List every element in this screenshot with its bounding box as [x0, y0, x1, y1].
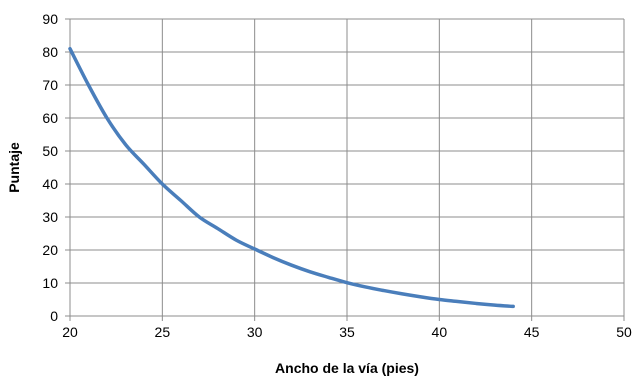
y-tick-label-90: 90 [42, 11, 58, 27]
grid [65, 18, 625, 321]
x-tick-label-25: 25 [155, 324, 171, 340]
series-line-0 [68, 46, 515, 309]
x-tick-label-20: 20 [62, 324, 78, 340]
series-layer [68, 46, 515, 309]
y-tick-label-60: 60 [42, 110, 58, 126]
y-tick-label-30: 30 [42, 209, 58, 225]
x-tick-label-35: 35 [339, 324, 355, 340]
y-tick-label-0: 0 [50, 308, 58, 324]
x-tick-label-30: 30 [247, 324, 263, 340]
x-tick-label-45: 45 [524, 324, 540, 340]
x-tick-label-50: 50 [616, 324, 632, 340]
y-tick-label-50: 50 [42, 143, 58, 159]
y-axis-title: Puntaje [6, 142, 22, 193]
y-tick-label-80: 80 [42, 44, 58, 60]
y-tick-label-10: 10 [42, 275, 58, 291]
y-tick-label-70: 70 [42, 77, 58, 93]
x-tick-label-40: 40 [432, 324, 448, 340]
tick-labels: 0 10 20 30 40 50 60 70 80 90 20 25 30 35 40 45 50 [42, 11, 632, 340]
x-axis-title: Ancho de la vía (pies) [275, 360, 419, 376]
y-tick-label-20: 20 [42, 242, 58, 258]
y-tick-label-40: 40 [42, 176, 58, 192]
